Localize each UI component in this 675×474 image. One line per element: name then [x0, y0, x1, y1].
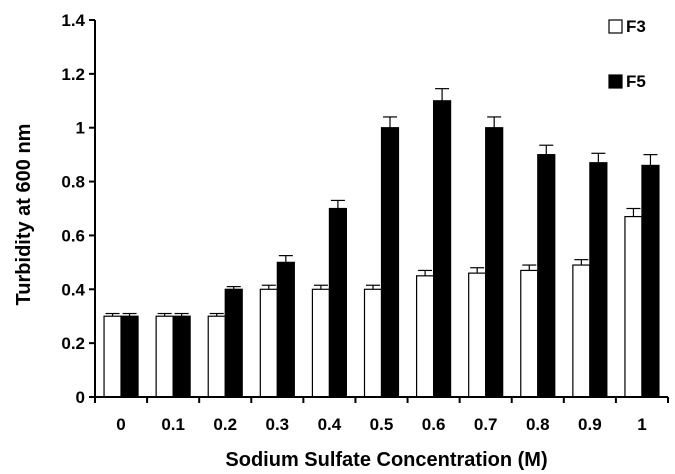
- y-tick-label: 1.2: [61, 65, 85, 84]
- x-axis-ticks: 0 0.1 0.2 0.3 0.4 0.5 0.6 0.7 0.8 0.9 1: [94, 397, 669, 434]
- y-tick-label: 1: [76, 119, 85, 138]
- y-tick-label: 0.4: [61, 280, 85, 299]
- bar-f5: [224, 288, 243, 398]
- x-tick-label: 0.7: [474, 415, 498, 434]
- x-tick-label: 0.5: [370, 415, 394, 434]
- y-tick-label: 1.4: [61, 11, 85, 30]
- bar-f3: [572, 264, 591, 398]
- y-tick-label: 0.6: [61, 226, 85, 245]
- x-tick-label: 0.2: [213, 415, 237, 434]
- bar-f3: [624, 215, 643, 398]
- y-tick-label: 0: [76, 388, 85, 407]
- bar-f3: [155, 315, 174, 398]
- bar-f5: [380, 127, 400, 398]
- bar-f3: [311, 288, 331, 398]
- x-tick-label: 0: [116, 415, 125, 434]
- bar-f3: [520, 269, 539, 398]
- x-tick-label: 0.4: [318, 415, 342, 434]
- legend: F3 F5: [608, 17, 646, 91]
- x-tick-label: 0.9: [578, 415, 602, 434]
- x-tick-label: 0.3: [265, 415, 289, 434]
- bar-f5: [432, 100, 452, 398]
- x-axis-title: Sodium Sulfate Concentration (M): [225, 449, 547, 471]
- bar-f5: [172, 315, 191, 398]
- bar-f5: [641, 164, 660, 398]
- bar-f5: [485, 127, 504, 398]
- bar-f5: [537, 154, 556, 398]
- y-tick-label: 0.2: [61, 334, 85, 353]
- error-bars: [105, 88, 658, 317]
- legend-label-f3: F3: [626, 17, 646, 36]
- bar-f3: [415, 275, 435, 398]
- bar-f3: [259, 288, 278, 398]
- bar-f3: [207, 315, 226, 398]
- legend-swatch-f3: [608, 19, 623, 34]
- bar-f5: [276, 261, 295, 398]
- bar-f5: [589, 162, 608, 398]
- legend-label-f5: F5: [626, 72, 646, 91]
- bar-f3: [363, 288, 383, 398]
- y-axis-ticks: 0 0.2 0.4 0.6 0.8 1 1.2 1.4: [61, 11, 95, 407]
- y-tick-label: 0.8: [61, 173, 85, 192]
- bar-f3: [103, 315, 122, 398]
- x-tick-label: 0.1: [161, 415, 185, 434]
- y-axis-title: Turbidity at 600 nm: [13, 124, 35, 306]
- x-tick-label: 0.6: [422, 415, 446, 434]
- bars: [103, 100, 660, 398]
- legend-swatch-f5: [608, 74, 623, 89]
- x-tick-label: 0.8: [526, 415, 550, 434]
- bar-f3: [468, 272, 487, 398]
- bar-f5: [328, 207, 348, 398]
- x-tick-label: 1: [637, 415, 646, 434]
- bar-f5: [120, 315, 139, 398]
